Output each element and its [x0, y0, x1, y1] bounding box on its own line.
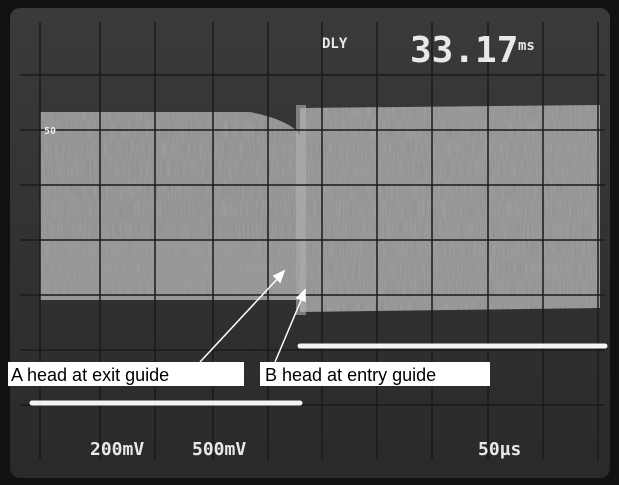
channel-1-scale: 200mV — [90, 439, 144, 460]
signal-band — [40, 105, 600, 315]
annotation: B head at entry guide — [265, 365, 436, 385]
trace — [29, 343, 608, 406]
annotation-arrows — [199, 269, 306, 363]
delay-label: DLY — [322, 36, 348, 52]
grid-label: 50 — [44, 126, 56, 137]
timebase: 50µs — [478, 439, 521, 460]
graticule — [20, 22, 605, 460]
delay-unit: ms — [518, 38, 535, 54]
label-box — [260, 362, 490, 386]
label-box — [8, 362, 244, 386]
channel-2-scale: 500mV — [192, 439, 246, 460]
annotation: A head at exit guide — [11, 365, 169, 385]
delay-value: 33.17 — [410, 30, 518, 71]
